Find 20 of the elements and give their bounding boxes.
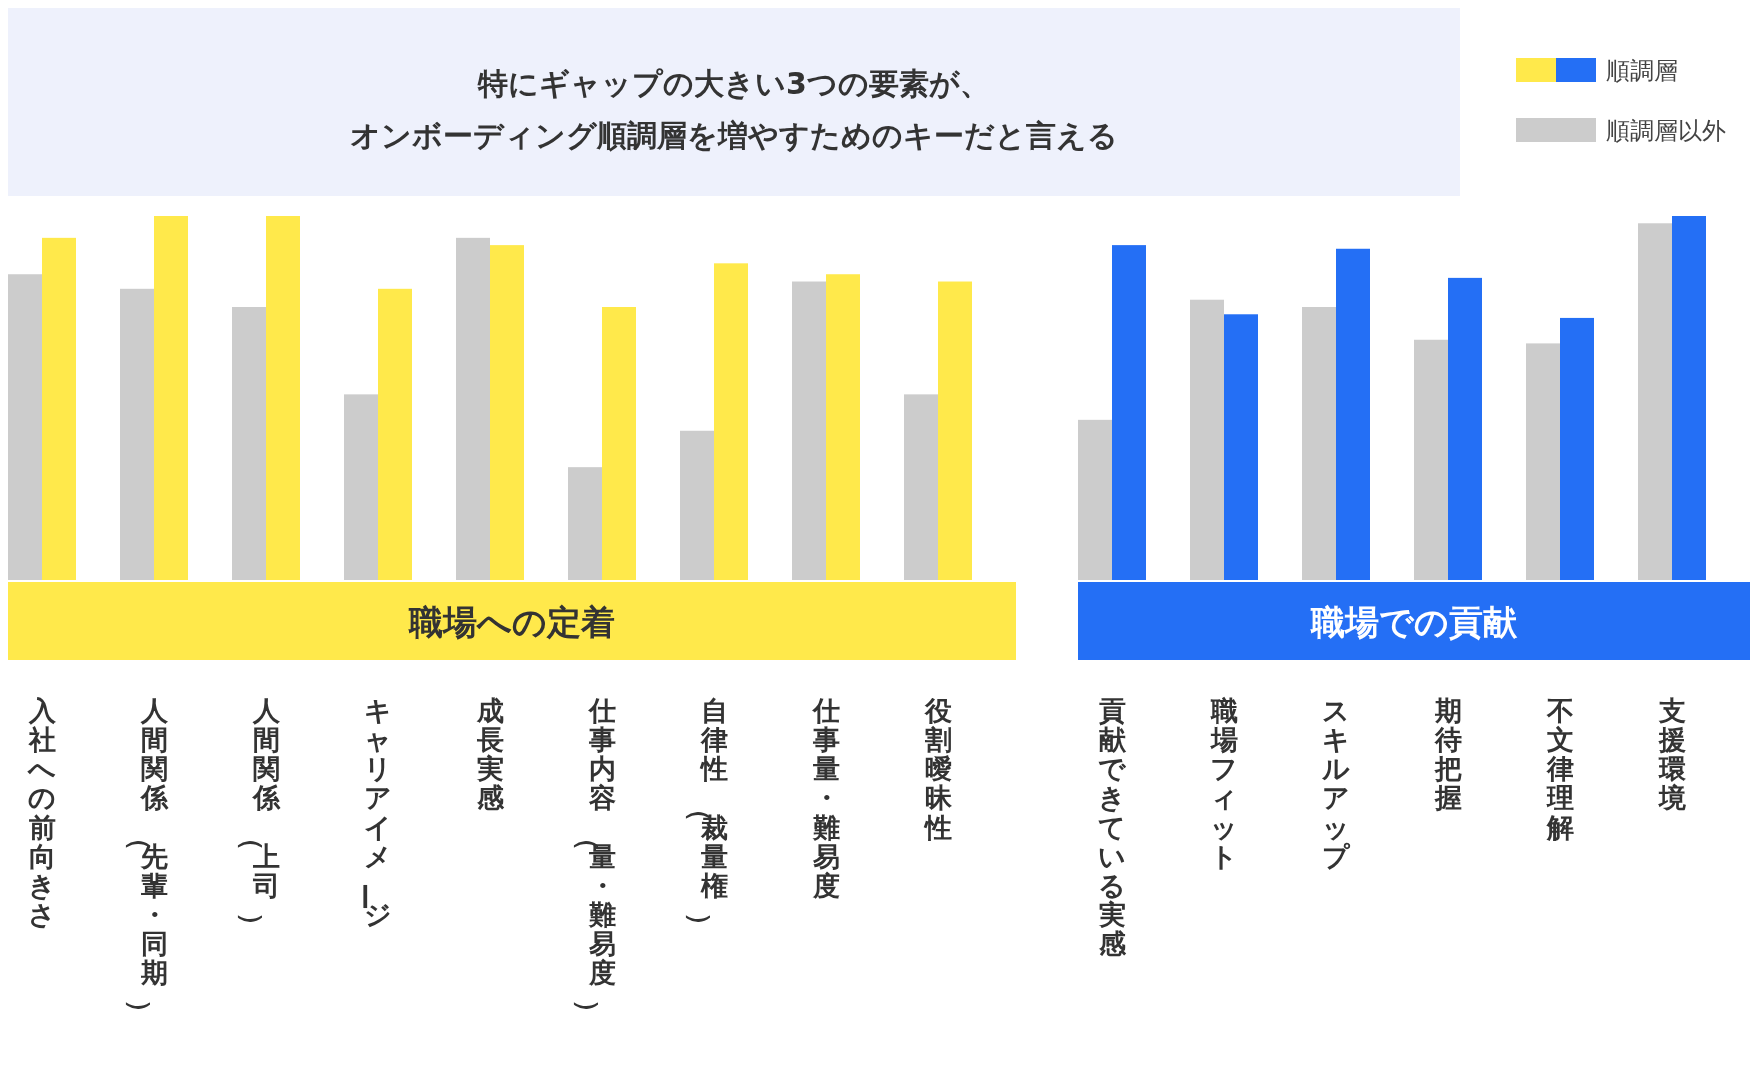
chart-title: 特にギャップの大きい3つの要素が、: [477, 66, 990, 101]
x-tick-label: 職場フィット: [1209, 695, 1238, 872]
x-tick-label: 人間関係（上司）: [237, 695, 281, 939]
legend-label: 順調層: [1606, 57, 1678, 85]
chart-subtitle: オンボーディング順調層を増やすためのキーだと言える: [350, 118, 1118, 153]
category-label: 貢献できている実感: [1098, 695, 1126, 960]
category-label: 人間関係（先輩・同期）: [125, 695, 168, 1027]
x-tick-label: 成長実感: [475, 695, 505, 814]
x-tick-label: 入社への前向きさ: [27, 695, 57, 931]
x-tick-label: 不文律理解: [1545, 695, 1574, 843]
x-tick-label: スキルアップ: [1321, 695, 1351, 872]
x-tick-label: 役割曖昧性: [922, 695, 953, 843]
x-tick-label: 仕事量・難易度: [811, 695, 840, 901]
x-tick-label: 自律性（裁量権）: [685, 695, 728, 939]
x-tick-label: 支援環境: [1657, 695, 1687, 814]
x-tick-label: キャリアイメージ: [349, 695, 392, 931]
text: 職場での貢献: [1310, 602, 1518, 642]
legend-label: 順調層以外: [1606, 117, 1726, 145]
x-tick-label: 期待把握: [1433, 695, 1462, 814]
text: 職場への定着: [408, 602, 615, 642]
